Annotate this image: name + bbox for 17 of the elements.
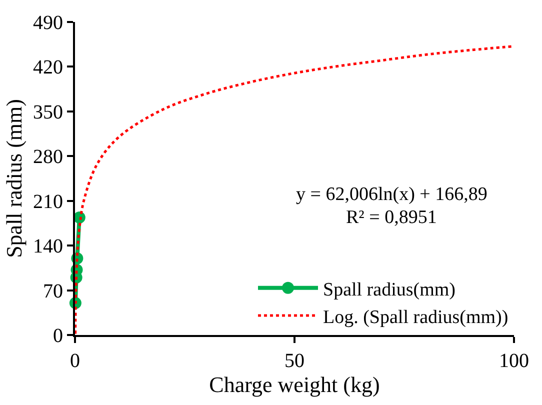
annotation: y = 62,006ln(x) + 166,89 bbox=[296, 184, 488, 205]
legend-label: Spall radius(mm) bbox=[323, 279, 456, 300]
annotation: R² = 0,8951 bbox=[346, 207, 437, 228]
legend-label: Log. (Spall radius(mm)) bbox=[323, 306, 508, 328]
y-tick-label: 280 bbox=[33, 146, 63, 168]
x-tick-label: 100 bbox=[499, 350, 529, 372]
x-tick-label: 50 bbox=[284, 350, 304, 372]
y-tick-label: 350 bbox=[33, 101, 63, 124]
y-tick-label: 210 bbox=[33, 190, 63, 213]
y-tick-label: 420 bbox=[33, 56, 63, 79]
x-tick-label: 0 bbox=[70, 350, 80, 372]
y-tick-label: 140 bbox=[33, 236, 63, 258]
y-tick-label: 0 bbox=[53, 325, 63, 347]
y-axis-title: Spall radius (mm) bbox=[1, 99, 26, 258]
y-tick-label: 70 bbox=[43, 280, 63, 302]
y-tick-label: 490 bbox=[33, 12, 63, 34]
x-axis-title: Charge weight (kg) bbox=[209, 372, 380, 397]
